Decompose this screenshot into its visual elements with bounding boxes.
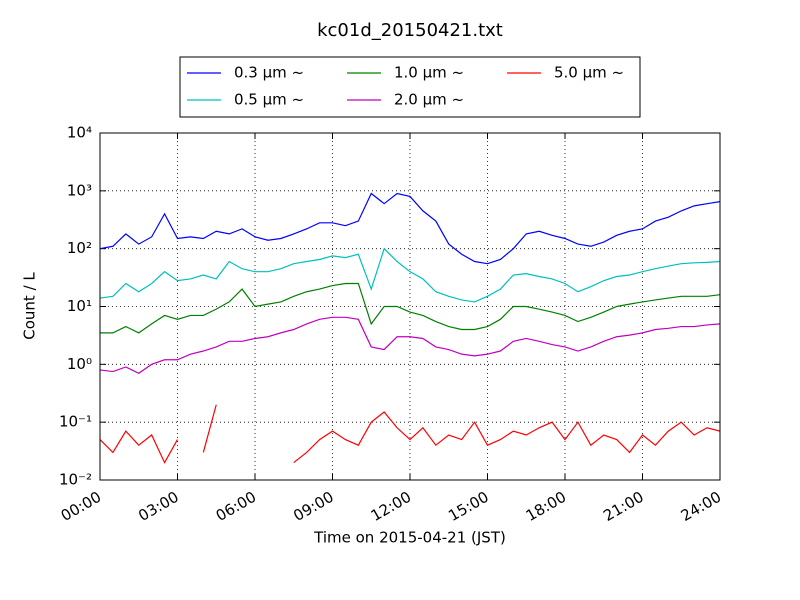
legend-label: 5.0 μm ~ bbox=[554, 64, 624, 82]
y-tick-label: 10⁻¹ bbox=[59, 413, 92, 431]
y-tick-label: 10⁻² bbox=[59, 471, 92, 489]
x-axis-label: Time on 2015-04-21 (JST) bbox=[313, 529, 506, 547]
legend-box bbox=[179, 56, 641, 118]
y-tick-label: 10⁴ bbox=[67, 124, 92, 142]
chart-title: kc01d_20150421.txt bbox=[317, 20, 503, 41]
y-tick-label: 10⁰ bbox=[67, 355, 92, 373]
data-line bbox=[99, 316, 721, 374]
data-line bbox=[100, 282, 721, 334]
data-line bbox=[99, 192, 721, 265]
y-tick-label: 10² bbox=[67, 239, 92, 257]
plot-frame bbox=[99, 132, 721, 481]
y-axis-label: Count / L bbox=[21, 272, 39, 340]
y-tick-label: 10¹ bbox=[67, 297, 92, 315]
y-tick-label: 10³ bbox=[67, 181, 92, 199]
legend-label: 0.3 μm ~ bbox=[234, 64, 304, 82]
legend-label: 1.0 μm ~ bbox=[394, 64, 464, 82]
legend-label: 0.5 μm ~ bbox=[234, 91, 304, 109]
legend-label: 2.0 μm ~ bbox=[394, 91, 464, 109]
data-line bbox=[99, 247, 721, 303]
data-line bbox=[99, 404, 721, 464]
